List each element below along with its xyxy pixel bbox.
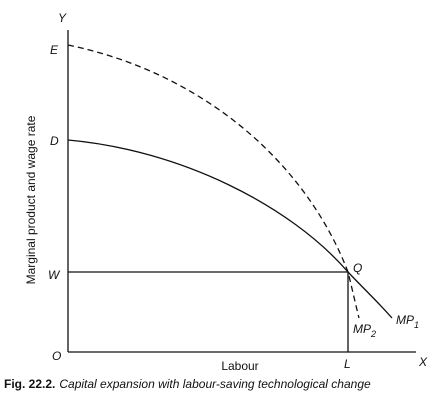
point-label: W (48, 268, 61, 282)
x-title: Labour (221, 359, 258, 373)
y-title: Marginal product and wage rate (24, 115, 38, 284)
curve-label: MP2 (353, 322, 376, 339)
mp1-curve (67, 139, 393, 319)
point-label: D (50, 134, 59, 148)
caption-number: Fig. 22.2. (4, 377, 55, 391)
y-label: Y (58, 11, 67, 25)
caption: Fig. 22.2. Capital expansion with labour-… (4, 377, 371, 391)
x-label: X (418, 355, 428, 369)
curve-label: MP1 (396, 313, 419, 330)
point-label: Q (353, 261, 362, 275)
curve-sub: 1 (414, 320, 419, 330)
curve-name: MP (396, 313, 414, 327)
point-label: E (50, 43, 59, 57)
point-label: L (344, 357, 351, 371)
mp2-curve (67, 44, 360, 319)
origin-label: O (52, 349, 61, 363)
caption-text: Capital expansion with labour-saving tec… (59, 377, 371, 391)
curve-name: MP (353, 322, 371, 336)
curve-sub: 2 (370, 329, 376, 339)
